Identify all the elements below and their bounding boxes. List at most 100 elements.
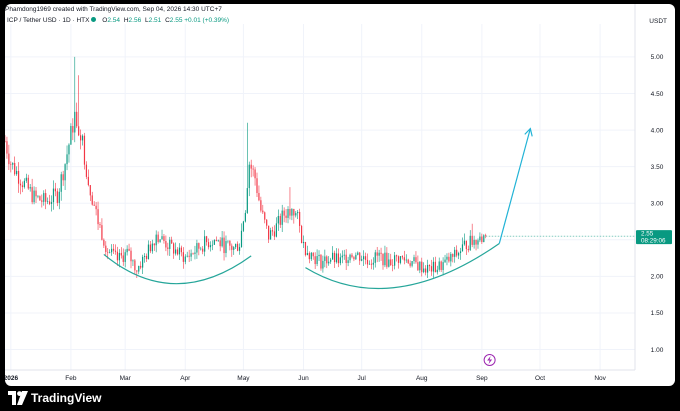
candle-body	[463, 240, 466, 245]
candle-body	[341, 255, 343, 258]
candle-body	[138, 265, 140, 272]
candle-body	[314, 256, 316, 265]
candle-body	[5, 141, 6, 142]
candle-body	[335, 253, 338, 263]
candle-body	[122, 255, 124, 262]
candle-body	[289, 209, 291, 216]
change-value: +0.01 (+0.39%)	[184, 17, 230, 24]
y-tick-label: 1.00	[651, 347, 664, 354]
candles-layer	[5, 56, 487, 279]
attribution-text: Phamdong1969 created with TradingView.co…	[5, 6, 222, 13]
price-chart[interactable]: 1.001.502.002.503.003.504.004.505.002026…	[5, 4, 675, 386]
candle-body	[248, 164, 250, 189]
candle-body	[361, 259, 363, 261]
candle-body	[217, 240, 219, 242]
candle-body	[438, 261, 440, 270]
candle-body	[413, 257, 415, 262]
candle-body	[128, 248, 130, 251]
candle-body	[467, 249, 469, 251]
candle-body	[364, 256, 367, 260]
candle-body	[240, 230, 243, 248]
candle-body	[339, 257, 341, 264]
candle-body	[479, 236, 481, 241]
candle-body	[432, 261, 434, 272]
candle-body	[211, 244, 214, 246]
candle-body	[269, 230, 272, 240]
candle-body	[233, 247, 235, 250]
candle-body	[174, 249, 177, 254]
open-label: O	[102, 17, 108, 24]
candle-body	[136, 270, 138, 272]
candle-body	[242, 221, 245, 231]
candle-body	[8, 153, 10, 165]
y-tick-label: 4.00	[651, 127, 664, 134]
candle-body	[442, 262, 444, 270]
candle-body	[452, 254, 454, 257]
y-tick-label: 4.50	[651, 91, 664, 98]
candle-body	[285, 215, 287, 218]
candle-body	[415, 257, 417, 263]
candle-body	[202, 248, 204, 252]
candle-body	[411, 261, 413, 266]
y-tick-label: 3.00	[651, 201, 664, 208]
candle-body	[118, 252, 120, 261]
candle-body	[12, 162, 14, 165]
candle-body	[186, 255, 188, 257]
candle-body	[163, 236, 165, 241]
candle-body	[403, 257, 405, 261]
x-tick-label: 2026	[5, 375, 18, 382]
candle-body	[426, 264, 429, 273]
candle-body	[330, 259, 332, 262]
symbol-legend: ICP / Tether USD · 1D · HTX O2.54 H2.56 …	[7, 17, 229, 24]
candle-body	[58, 191, 60, 203]
candle-body	[374, 252, 376, 263]
candle-body	[64, 164, 66, 181]
candle-body	[83, 135, 86, 165]
x-tick-label: May	[237, 375, 250, 382]
candle-body	[316, 256, 318, 265]
candle-body	[345, 254, 347, 263]
candle-body	[41, 200, 43, 202]
axes-layer: 1.001.502.002.503.003.504.004.505.002026…	[5, 4, 672, 382]
candle-body	[147, 244, 150, 260]
low-label: L	[145, 17, 149, 24]
candle-body	[176, 249, 179, 255]
candle-body	[372, 262, 374, 265]
candle-body	[76, 111, 78, 127]
candle-body	[103, 239, 105, 246]
candle-body	[19, 183, 22, 186]
candle-body	[190, 253, 192, 257]
candle-body	[302, 241, 305, 244]
high-value: 2.56	[128, 17, 142, 24]
symbol-name[interactable]: ICP / Tether USD · 1D · HTX	[7, 17, 90, 24]
tradingview-brand[interactable]: TradingView	[31, 391, 102, 405]
candle-body	[287, 209, 289, 218]
candle-body	[194, 252, 196, 254]
candle-body	[384, 252, 386, 266]
candle-body	[390, 259, 392, 266]
candle-body	[60, 174, 62, 192]
candle-body	[39, 196, 41, 201]
candle-body	[273, 231, 276, 237]
last-price-tag	[636, 230, 672, 245]
candle-body	[328, 261, 330, 264]
candle-body	[182, 252, 184, 262]
candle-body	[225, 241, 227, 254]
candle-body	[394, 255, 396, 266]
candle-body	[124, 252, 126, 262]
candle-body	[386, 252, 388, 267]
candle-body	[93, 204, 95, 206]
tradingview-logo-icon[interactable]	[8, 391, 28, 405]
candle-body	[140, 265, 142, 268]
candle-body	[159, 239, 161, 242]
candle-body	[324, 256, 326, 261]
cup-arc-2	[305, 242, 500, 290]
candle-body	[268, 225, 270, 240]
candle-body	[456, 249, 458, 256]
candle-body	[421, 261, 423, 273]
annotations-layer	[103, 127, 635, 366]
candle-body	[33, 190, 35, 203]
candle-body	[99, 224, 101, 226]
candle-body	[454, 249, 456, 257]
candle-body	[332, 252, 334, 260]
